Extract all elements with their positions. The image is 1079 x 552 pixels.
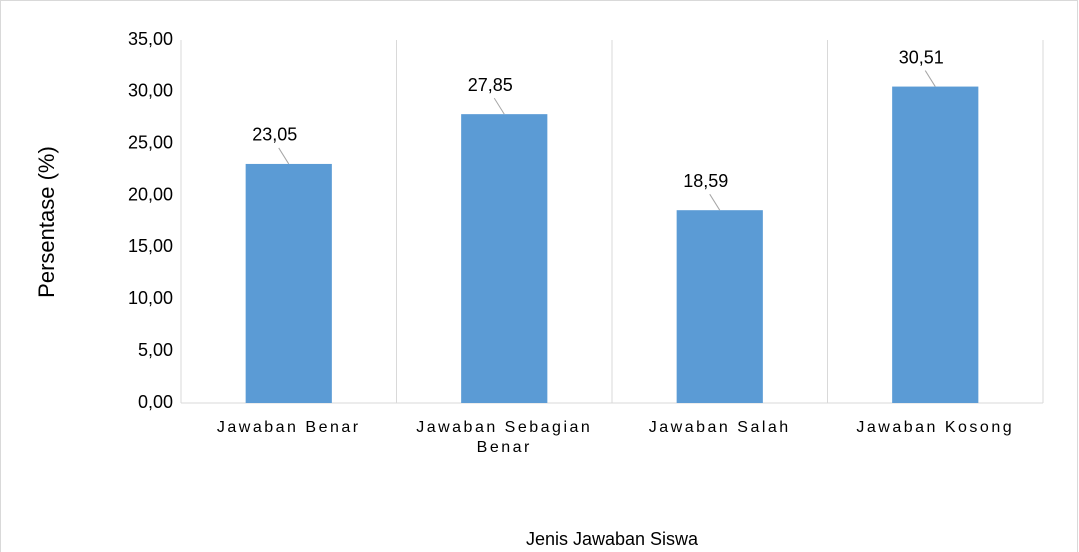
bar bbox=[676, 210, 763, 403]
y-tick-label: 20,00 bbox=[128, 184, 173, 204]
x-tick-label: Jawaban Sebagian Benar bbox=[416, 419, 593, 456]
y-tick-label: 0,00 bbox=[138, 392, 173, 412]
y-tick-label: 10,00 bbox=[128, 288, 173, 308]
x-tick-label: Jawaban Benar bbox=[216, 419, 361, 436]
data-label: 27,85 bbox=[468, 75, 513, 95]
data-label: 23,05 bbox=[252, 125, 297, 145]
bar bbox=[461, 114, 548, 404]
x-tick-label: Jawaban Kosong bbox=[856, 419, 1015, 436]
y-tick-label: 5,00 bbox=[138, 340, 173, 360]
leader-line bbox=[493, 97, 505, 115]
leader-line bbox=[924, 70, 936, 87]
y-axis-title: Persentase (%) bbox=[34, 146, 59, 298]
y-tick-label: 25,00 bbox=[128, 132, 173, 152]
y-tick-label: 15,00 bbox=[128, 236, 173, 256]
bar bbox=[892, 86, 979, 403]
leader-line bbox=[709, 193, 721, 211]
y-tick-label: 35,00 bbox=[128, 29, 173, 49]
data-label: 30,51 bbox=[899, 47, 944, 67]
x-axis-title: Jenis Jawaban Siswa bbox=[526, 529, 699, 549]
y-tick-label: 30,00 bbox=[128, 81, 173, 101]
x-tick-label: Jawaban Salah bbox=[648, 419, 791, 436]
leader-line bbox=[278, 147, 290, 165]
bar bbox=[245, 163, 332, 403]
data-label: 18,59 bbox=[683, 171, 728, 191]
